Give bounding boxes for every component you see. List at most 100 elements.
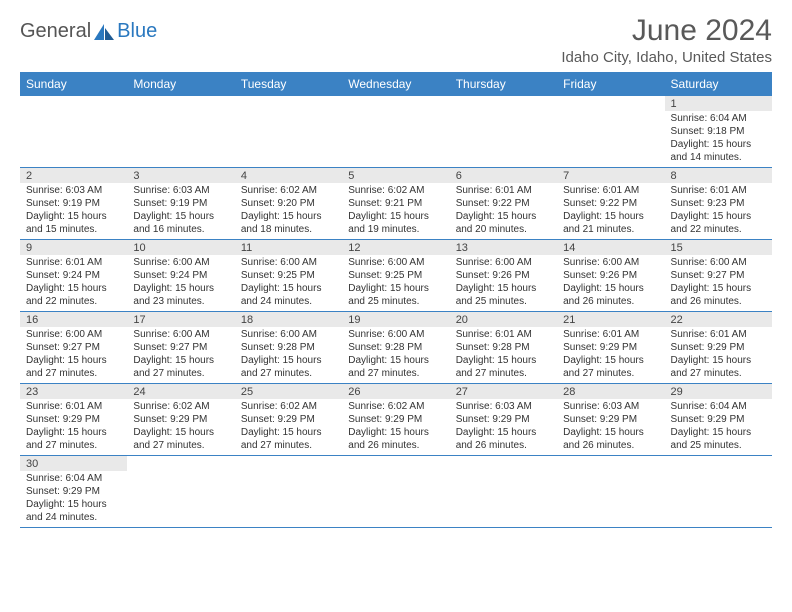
- day-data-cell: Sunrise: 6:02 AMSunset: 9:21 PMDaylight:…: [342, 183, 449, 240]
- day-data-cell: [127, 471, 234, 528]
- week-number-row: 1: [20, 96, 772, 111]
- day-number-cell: [557, 96, 664, 111]
- day-number-cell: 23: [20, 384, 127, 400]
- day-data-cell: Sunrise: 6:01 AMSunset: 9:24 PMDaylight:…: [20, 255, 127, 312]
- day-number-cell: [127, 96, 234, 111]
- sunrise-line: Sunrise: 6:01 AM: [671, 328, 766, 341]
- sunset-line: Sunset: 9:19 PM: [26, 197, 121, 210]
- daylight-line: Daylight: 15 hours and 26 minutes.: [671, 282, 766, 308]
- day-header: Monday: [127, 72, 234, 96]
- sail-icon: [93, 23, 115, 41]
- sunrise-line: Sunrise: 6:00 AM: [133, 328, 228, 341]
- day-number-cell: 15: [665, 240, 772, 256]
- day-data-cell: Sunrise: 6:00 AMSunset: 9:26 PMDaylight:…: [450, 255, 557, 312]
- sunrise-line: Sunrise: 6:03 AM: [133, 184, 228, 197]
- day-data-cell: Sunrise: 6:01 AMSunset: 9:29 PMDaylight:…: [557, 327, 664, 384]
- day-number-cell: 20: [450, 312, 557, 328]
- day-data-cell: [665, 471, 772, 528]
- day-number-cell: 1: [665, 96, 772, 111]
- day-number-cell: 16: [20, 312, 127, 328]
- day-data-cell: Sunrise: 6:03 AMSunset: 9:19 PMDaylight:…: [20, 183, 127, 240]
- sunset-line: Sunset: 9:26 PM: [563, 269, 658, 282]
- daylight-line: Daylight: 15 hours and 26 minutes.: [563, 282, 658, 308]
- daylight-line: Daylight: 15 hours and 24 minutes.: [241, 282, 336, 308]
- sunset-line: Sunset: 9:18 PM: [671, 125, 766, 138]
- week-number-row: 9101112131415: [20, 240, 772, 256]
- week-number-row: 30: [20, 456, 772, 472]
- day-data-cell: Sunrise: 6:03 AMSunset: 9:29 PMDaylight:…: [450, 399, 557, 456]
- sunset-line: Sunset: 9:29 PM: [671, 341, 766, 354]
- day-data-cell: [557, 471, 664, 528]
- sunrise-line: Sunrise: 6:02 AM: [241, 400, 336, 413]
- sunset-line: Sunset: 9:26 PM: [456, 269, 551, 282]
- day-data-cell: Sunrise: 6:04 AMSunset: 9:29 PMDaylight:…: [20, 471, 127, 528]
- daylight-line: Daylight: 15 hours and 27 minutes.: [241, 426, 336, 452]
- daylight-line: Daylight: 15 hours and 25 minutes.: [671, 426, 766, 452]
- sunset-line: Sunset: 9:24 PM: [26, 269, 121, 282]
- daylight-line: Daylight: 15 hours and 27 minutes.: [133, 354, 228, 380]
- day-number-cell: 5: [342, 168, 449, 184]
- day-data-cell: Sunrise: 6:01 AMSunset: 9:23 PMDaylight:…: [665, 183, 772, 240]
- daylight-line: Daylight: 15 hours and 25 minutes.: [456, 282, 551, 308]
- day-number-cell: 17: [127, 312, 234, 328]
- day-data-cell: Sunrise: 6:00 AMSunset: 9:27 PMDaylight:…: [20, 327, 127, 384]
- sunrise-line: Sunrise: 6:02 AM: [348, 400, 443, 413]
- sunrise-line: Sunrise: 6:00 AM: [348, 256, 443, 269]
- sunset-line: Sunset: 9:24 PM: [133, 269, 228, 282]
- sunset-line: Sunset: 9:27 PM: [133, 341, 228, 354]
- daylight-line: Daylight: 15 hours and 27 minutes.: [26, 354, 121, 380]
- sunset-line: Sunset: 9:25 PM: [348, 269, 443, 282]
- sunrise-line: Sunrise: 6:01 AM: [563, 184, 658, 197]
- sunset-line: Sunset: 9:29 PM: [26, 413, 121, 426]
- sunrise-line: Sunrise: 6:02 AM: [348, 184, 443, 197]
- day-data-cell: [235, 471, 342, 528]
- sunrise-line: Sunrise: 6:00 AM: [241, 328, 336, 341]
- day-number-cell: 12: [342, 240, 449, 256]
- sunrise-line: Sunrise: 6:04 AM: [26, 472, 121, 485]
- day-data-cell: Sunrise: 6:03 AMSunset: 9:29 PMDaylight:…: [557, 399, 664, 456]
- day-number-cell: [342, 456, 449, 472]
- header: General Blue June 2024 Idaho City, Idaho…: [20, 14, 772, 66]
- sunrise-line: Sunrise: 6:01 AM: [26, 256, 121, 269]
- sunrise-line: Sunrise: 6:03 AM: [456, 400, 551, 413]
- sunrise-line: Sunrise: 6:04 AM: [671, 112, 766, 125]
- day-header: Tuesday: [235, 72, 342, 96]
- brand-sub: Blue: [117, 20, 157, 43]
- day-data-cell: Sunrise: 6:00 AMSunset: 9:25 PMDaylight:…: [235, 255, 342, 312]
- week-data-row: Sunrise: 6:04 AMSunset: 9:29 PMDaylight:…: [20, 471, 772, 528]
- daylight-line: Daylight: 15 hours and 27 minutes.: [241, 354, 336, 380]
- day-number-cell: 13: [450, 240, 557, 256]
- day-number-cell: 8: [665, 168, 772, 184]
- daylight-line: Daylight: 15 hours and 26 minutes.: [348, 426, 443, 452]
- sunrise-line: Sunrise: 6:03 AM: [26, 184, 121, 197]
- day-header: Saturday: [665, 72, 772, 96]
- daylight-line: Daylight: 15 hours and 25 minutes.: [348, 282, 443, 308]
- daylight-line: Daylight: 15 hours and 23 minutes.: [133, 282, 228, 308]
- daylight-line: Daylight: 15 hours and 19 minutes.: [348, 210, 443, 236]
- day-data-cell: [342, 111, 449, 168]
- daylight-line: Daylight: 15 hours and 27 minutes.: [26, 426, 121, 452]
- month-title: June 2024: [561, 14, 772, 47]
- week-data-row: Sunrise: 6:01 AMSunset: 9:29 PMDaylight:…: [20, 399, 772, 456]
- day-number-cell: 21: [557, 312, 664, 328]
- day-data-cell: Sunrise: 6:00 AMSunset: 9:27 PMDaylight:…: [665, 255, 772, 312]
- sunset-line: Sunset: 9:22 PM: [456, 197, 551, 210]
- day-number-cell: 25: [235, 384, 342, 400]
- day-data-cell: [20, 111, 127, 168]
- sunrise-line: Sunrise: 6:01 AM: [456, 328, 551, 341]
- week-number-row: 2345678: [20, 168, 772, 184]
- day-number-cell: 9: [20, 240, 127, 256]
- day-number-cell: [235, 456, 342, 472]
- day-number-cell: 11: [235, 240, 342, 256]
- sunset-line: Sunset: 9:20 PM: [241, 197, 336, 210]
- sunrise-line: Sunrise: 6:01 AM: [26, 400, 121, 413]
- daylight-line: Daylight: 15 hours and 27 minutes.: [133, 426, 228, 452]
- brand-main: General: [20, 20, 91, 43]
- day-data-cell: Sunrise: 6:02 AMSunset: 9:20 PMDaylight:…: [235, 183, 342, 240]
- sunset-line: Sunset: 9:27 PM: [671, 269, 766, 282]
- title-block: June 2024 Idaho City, Idaho, United Stat…: [561, 14, 772, 66]
- sunset-line: Sunset: 9:29 PM: [241, 413, 336, 426]
- day-data-cell: Sunrise: 6:01 AMSunset: 9:22 PMDaylight:…: [450, 183, 557, 240]
- day-number-cell: 14: [557, 240, 664, 256]
- day-data-cell: [235, 111, 342, 168]
